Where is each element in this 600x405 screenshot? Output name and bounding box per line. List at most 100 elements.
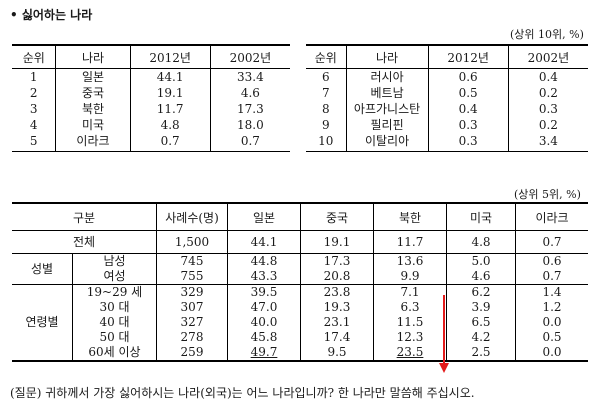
cell: 12.3 bbox=[373, 330, 447, 345]
cell: 19.3 bbox=[300, 300, 374, 315]
value-cell: 0.4 bbox=[427, 101, 509, 117]
cell: 327 bbox=[156, 315, 228, 330]
country-cell: 이탈리아 bbox=[345, 133, 428, 152]
cell: 6.5 bbox=[446, 315, 516, 330]
cell: 5.0 bbox=[446, 253, 516, 269]
table-row: 성별 남성 745 44.8 17.3 13.6 5.0 0.6 bbox=[12, 253, 588, 285]
col-rank: 순위 bbox=[12, 44, 56, 69]
col-usa: 미국 bbox=[446, 202, 516, 231]
country-cell: 아프가니스탄 bbox=[345, 101, 428, 117]
ranking-table-left: 순위 나라 2012년 2002년 1 일본 44.1 33.4 2 중국 19.1 4.6 3… bbox=[12, 44, 290, 152]
col-china: 중국 bbox=[300, 202, 374, 231]
cell: 0.6 bbox=[515, 253, 588, 269]
col-north-korea: 북한 bbox=[373, 202, 447, 231]
col-japan: 일본 bbox=[227, 202, 301, 231]
table-row: 60세 이상 259 49.7 9.5 23.5 2.5 0.0 bbox=[12, 345, 588, 362]
country-cell: 일본 bbox=[55, 68, 130, 85]
col-iraq: 이라크 bbox=[515, 202, 588, 231]
cell: 4.6 bbox=[446, 269, 516, 285]
value-cell: 4.6 bbox=[209, 85, 290, 101]
cell: 6.2 bbox=[446, 284, 516, 300]
col-2002: 2002년 bbox=[209, 44, 290, 69]
cell: 47.0 bbox=[227, 300, 301, 315]
country-cell: 베트남 bbox=[345, 85, 428, 101]
row-label: 19~29 세 bbox=[72, 284, 157, 300]
value-cell: 4.8 bbox=[129, 117, 211, 133]
cell: 4.2 bbox=[446, 330, 516, 345]
row-label: 50 대 bbox=[72, 330, 157, 345]
cell: 19.1 bbox=[300, 230, 374, 254]
cell: 44.8 bbox=[227, 253, 301, 269]
group-label-gender: 성별 bbox=[12, 253, 73, 285]
table-row: 10 이탈리아 0.3 3.4 bbox=[306, 133, 588, 152]
rank-cell: 2 bbox=[29, 86, 38, 100]
cell: 23.8 bbox=[300, 284, 374, 300]
table-row: 7 베트남 0.5 0.2 bbox=[306, 85, 588, 101]
value-cell: 0.5 bbox=[427, 85, 509, 101]
row-label: 60세 이상 bbox=[72, 345, 157, 362]
value-cell: 0.3 bbox=[427, 117, 509, 133]
row-label: 전체 bbox=[12, 230, 157, 254]
rank-cell: 3 bbox=[29, 102, 38, 116]
bottom-unit-label: (상위 5위, %) bbox=[514, 188, 581, 201]
cell: 39.5 bbox=[227, 284, 301, 300]
table-row: 40 대 327 40.0 23.1 11.5 6.5 0.0 bbox=[12, 315, 588, 330]
country-cell: 러시아 bbox=[345, 68, 428, 85]
table-row: 1 일본 44.1 33.4 bbox=[12, 68, 290, 85]
value-cell: 17.3 bbox=[209, 101, 290, 117]
group-label-age: 연령별 bbox=[12, 284, 73, 362]
cell: 11.7 bbox=[373, 230, 447, 254]
cell: 43.3 bbox=[227, 269, 301, 285]
cell: 0.0 bbox=[515, 345, 588, 362]
table-row: 30 대 307 47.0 19.3 6.3 3.9 1.2 bbox=[12, 300, 588, 315]
table-row: 4 미국 4.8 18.0 bbox=[12, 117, 290, 133]
table-row-total: 전체 1,500 44.1 19.1 11.7 4.8 0.7 bbox=[12, 230, 588, 254]
country-cell: 이라크 bbox=[55, 133, 130, 152]
rank-cell: 5 bbox=[12, 133, 56, 152]
col-country: 나라 bbox=[345, 44, 428, 69]
cell: 4.8 bbox=[446, 230, 516, 254]
table-row: 2 중국 19.1 4.6 bbox=[12, 85, 290, 101]
country-cell: 필리핀 bbox=[345, 117, 428, 133]
cell: 1,500 bbox=[156, 230, 228, 254]
value-cell: 0.6 bbox=[427, 68, 509, 85]
cell-highlight-japan: 49.7 bbox=[227, 345, 301, 362]
cell: 329 bbox=[156, 284, 228, 300]
cell: 44.1 bbox=[227, 230, 301, 254]
cell: 11.5 bbox=[373, 315, 447, 330]
country-cell: 북한 bbox=[55, 101, 130, 117]
value-cell: 0.4 bbox=[507, 68, 588, 85]
cell: 23.1 bbox=[300, 315, 374, 330]
rank-cell: 1 bbox=[29, 70, 38, 84]
country-cell: 중국 bbox=[55, 85, 130, 101]
cell: 0.5 bbox=[515, 330, 588, 345]
col-2012: 2012년 bbox=[129, 44, 211, 69]
cell: 1.2 bbox=[515, 300, 588, 315]
cell: 7.1 bbox=[373, 284, 447, 300]
rank-cell: 9 bbox=[321, 118, 330, 132]
country-cell: 미국 bbox=[55, 117, 130, 133]
table-row: 여성 755 43.3 20.8 9.9 4.6 0.7 bbox=[12, 269, 588, 285]
table-row: 5 이라크 0.7 0.7 bbox=[12, 133, 290, 152]
value-cell: 0.7 bbox=[129, 133, 211, 152]
demographic-table: 구분 사례수(명) 일본 중국 북한 미국 이라크 전체 1,500 44.1 … bbox=[12, 202, 588, 362]
value-cell: 0.7 bbox=[209, 133, 290, 152]
rank-cell: 8 bbox=[321, 102, 330, 116]
cell: 6.3 bbox=[373, 300, 447, 315]
cell: 2.5 bbox=[446, 345, 516, 362]
ranking-table-right: 순위 나라 2012년 2002년 6 러시아 0.6 0.4 7 베트남 0.5 0.2 8 아… bbox=[306, 44, 588, 152]
table-row: 9 필리핀 0.3 0.2 bbox=[306, 117, 588, 133]
value-cell: 0.2 bbox=[507, 85, 588, 101]
cell: 17.3 bbox=[300, 253, 374, 269]
section-heading: • 싫어하는 나라 bbox=[10, 8, 93, 22]
row-label: 30 대 bbox=[72, 300, 157, 315]
top-unit-label: (상위 10위, %) bbox=[510, 28, 584, 41]
cell: 745 bbox=[156, 253, 228, 269]
row-label: 여성 bbox=[72, 269, 157, 285]
row-label: 40 대 bbox=[72, 315, 157, 330]
cell: 259 bbox=[156, 345, 228, 362]
row-label: 남성 bbox=[72, 253, 157, 269]
value-cell: 18.0 bbox=[209, 117, 290, 133]
cell: 278 bbox=[156, 330, 228, 345]
value-cell: 11.7 bbox=[129, 101, 211, 117]
